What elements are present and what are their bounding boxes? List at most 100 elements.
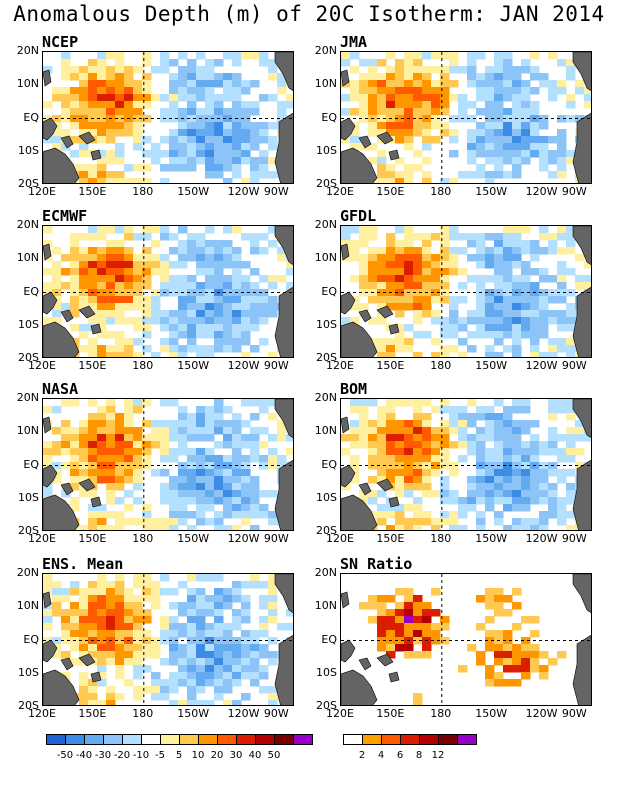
- anomaly-cell: [52, 129, 62, 137]
- lat-tick-label: 10N: [314, 77, 337, 91]
- anomaly-cell: [187, 331, 197, 339]
- anomaly-cell: [142, 275, 152, 283]
- anomaly-cell: [413, 476, 423, 484]
- anomaly-cell: [449, 226, 459, 234]
- land-mass: [572, 286, 591, 357]
- anomaly-cell: [97, 630, 107, 638]
- anomaly-cell: [88, 226, 98, 234]
- anomaly-cell: [160, 693, 170, 701]
- anomaly-cell: [422, 609, 432, 617]
- anomaly-cell: [205, 108, 215, 116]
- anomaly-cell: [395, 609, 405, 617]
- anomaly-cell: [88, 525, 98, 530]
- lat-tick-label: 10N: [314, 251, 337, 265]
- anomaly-cell: [88, 630, 98, 638]
- land-mass: [60, 309, 74, 323]
- anomaly-cell: [70, 469, 80, 477]
- anomaly-cell: [133, 637, 143, 645]
- anomaly-cell: [214, 651, 224, 659]
- lat-tick-label: EQ: [321, 632, 337, 646]
- anomaly-cell: [485, 672, 495, 680]
- anomaly-cell: [341, 108, 351, 116]
- anomaly-cell: [223, 637, 233, 645]
- anomaly-cell: [79, 616, 89, 624]
- anomaly-cell: [413, 637, 423, 645]
- anomaly-cell: [386, 338, 396, 346]
- anomaly-cell: [440, 226, 450, 234]
- anomaly-cell: [476, 171, 486, 179]
- anomaly-cell: [377, 504, 387, 512]
- anomaly-cell: [223, 483, 233, 491]
- anomaly-cell: [485, 261, 495, 269]
- anomaly-cell: [115, 420, 125, 428]
- anomaly-cell: [97, 80, 107, 88]
- anomaly-cell: [431, 441, 441, 449]
- anomaly-cell: [404, 595, 414, 603]
- anomaly-cell: [187, 679, 197, 687]
- anomaly-cell: [250, 240, 260, 248]
- anomaly-cell: [241, 150, 251, 158]
- anomaly-cell: [178, 261, 188, 269]
- anomaly-cell: [106, 406, 116, 414]
- anomaly-cell: [187, 434, 197, 442]
- anomaly-cell: [467, 52, 477, 60]
- anomaly-cell: [223, 324, 233, 332]
- anomaly-cell: [548, 413, 558, 421]
- anomaly-cell: [485, 178, 495, 183]
- anomaly-cell: [503, 525, 513, 530]
- anomaly-cell: [395, 338, 405, 346]
- anomaly-cell: [250, 427, 260, 435]
- anomaly-cell: [169, 317, 179, 325]
- anomaly-cell: [187, 602, 197, 610]
- anomaly-cell: [214, 483, 224, 491]
- anomaly-cell: [259, 122, 269, 130]
- anomaly-cell: [232, 59, 242, 67]
- anomaly-cell: [458, 665, 468, 673]
- anomaly-cell: [196, 52, 206, 60]
- anomaly-cell: [124, 504, 134, 512]
- anomaly-cell: [557, 511, 567, 519]
- anomaly-cell: [368, 157, 378, 165]
- land-mass: [572, 112, 591, 183]
- map-plot: [42, 398, 294, 531]
- anomaly-cell: [61, 143, 71, 151]
- anomaly-cell: [539, 490, 549, 498]
- lon-tick-label: 90W: [561, 359, 587, 372]
- anomaly-cell: [512, 644, 522, 652]
- panel-title: ENS. Mean: [42, 555, 124, 573]
- anomaly-cell: [250, 310, 260, 318]
- anomaly-cell: [359, 399, 369, 407]
- anomaly-cell: [124, 254, 134, 262]
- anomaly-cell: [530, 331, 540, 339]
- anomaly-cell: [214, 331, 224, 339]
- anomaly-cell: [521, 310, 531, 318]
- anomaly-cell: [97, 609, 107, 617]
- anomaly-cell: [485, 588, 495, 596]
- anomaly-cell: [386, 623, 396, 631]
- anomaly-cell: [494, 595, 504, 603]
- anomaly-cell: [494, 602, 504, 610]
- anomaly-cell: [133, 178, 143, 183]
- anomaly-cell: [178, 413, 188, 421]
- anomaly-cell: [88, 233, 98, 241]
- anomaly-cell: [169, 157, 179, 165]
- anomaly-cell: [503, 413, 513, 421]
- anomaly-cell: [503, 490, 513, 498]
- anomaly-cell: [43, 448, 53, 456]
- anomaly-cell: [160, 233, 170, 241]
- anomaly-cell: [115, 143, 125, 151]
- anomaly-cell: [124, 630, 134, 638]
- anomaly-cell: [187, 275, 197, 283]
- anomaly-cell: [205, 518, 215, 526]
- anomaly-cell: [196, 651, 206, 659]
- anomaly-cell: [413, 87, 423, 95]
- anomaly-cell: [512, 623, 522, 631]
- anomaly-cell: [169, 324, 179, 332]
- anomaly-cell: [133, 254, 143, 262]
- anomaly-cell: [88, 59, 98, 67]
- anomaly-cell: [422, 303, 432, 311]
- anomaly-cell: [205, 483, 215, 491]
- anomaly-cell: [557, 87, 567, 95]
- land-mass: [341, 69, 350, 87]
- anomaly-cell: [467, 504, 477, 512]
